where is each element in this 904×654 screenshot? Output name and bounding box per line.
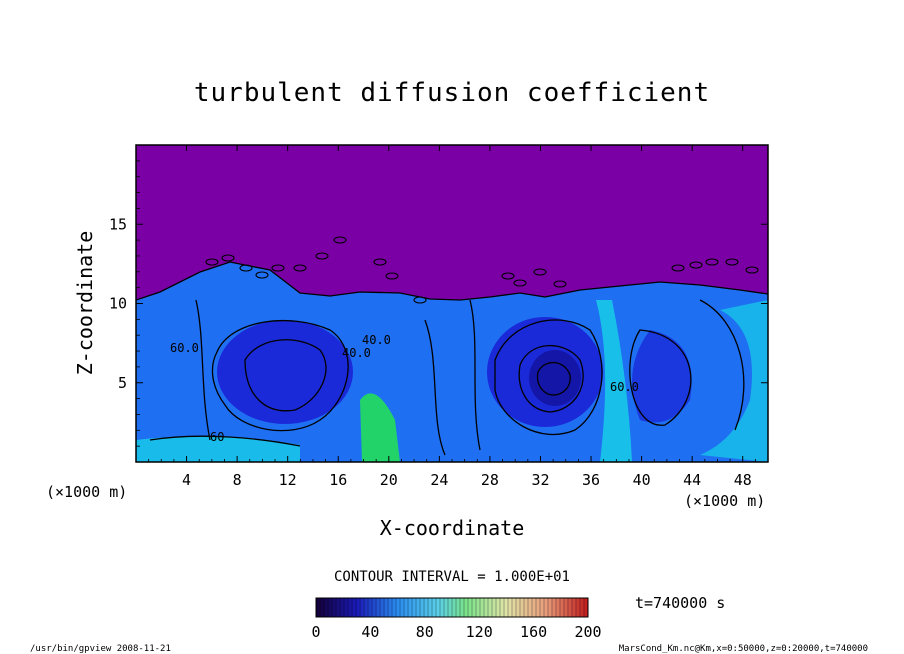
contour-line (536, 361, 571, 396)
region-green-plume (360, 393, 400, 462)
contour-line (699, 299, 745, 431)
x-tick-label: 48 (734, 471, 752, 489)
colorbar-tick-label: 40 (361, 623, 379, 641)
contour-line (211, 319, 349, 432)
x-tick-label: 16 (329, 471, 347, 489)
contour-blob (271, 264, 285, 272)
region-cyan-column (596, 300, 632, 462)
contour-blob (501, 272, 515, 280)
x-tick-label: 44 (683, 471, 701, 489)
x-axis-label: X-coordinate (380, 516, 525, 540)
colorbar-tick-label: 0 (311, 623, 320, 641)
contour-line (494, 319, 603, 436)
footer-right: MarsCond_Km.nc@Km,x=0:50000,z=0:20000,t=… (619, 644, 868, 654)
x-tick-label: 12 (279, 471, 297, 489)
x-tick-label: 24 (430, 471, 448, 489)
colorbar-tick-label: 120 (466, 623, 493, 641)
footer-left: /usr/bin/gpview 2008-11-21 (30, 644, 171, 654)
region-right-edge (700, 300, 768, 462)
contour-blob (413, 296, 427, 304)
contour-blob (255, 271, 269, 279)
x-tick-label: 32 (531, 471, 549, 489)
contour-line (518, 344, 584, 413)
contour-blob (293, 264, 307, 272)
contour-blob (239, 264, 253, 272)
region-deep-right (632, 330, 692, 423)
contour-blob (725, 258, 739, 266)
colorbar: 0 40 80 120 160 200 (311, 597, 602, 641)
x-unit-left: (×1000 m) (46, 483, 127, 501)
contour-label: 60.0 (170, 341, 199, 355)
contour-blob (671, 264, 685, 272)
contour-label: 40.0 (362, 333, 391, 347)
contour-line (195, 299, 211, 441)
x-tick-label: 28 (481, 471, 499, 489)
contour-line (149, 435, 301, 447)
contour-blob (315, 252, 329, 260)
x-unit-right: (×1000 m) (684, 492, 765, 510)
contour-line (469, 299, 481, 451)
contour-blob (385, 272, 399, 280)
contour-line (629, 329, 692, 426)
contour-label: 60.0 (610, 380, 639, 394)
x-tick-label: 4 (182, 471, 191, 489)
colorbar-tick-label: 200 (574, 623, 601, 641)
contour-blob (373, 258, 387, 266)
contour-line (136, 261, 768, 301)
contour-blob (221, 254, 235, 262)
x-tick-label: 8 (233, 471, 242, 489)
region-vortex-left (217, 320, 353, 424)
contour-interval-text: CONTOUR INTERVAL = 1.000E+01 (334, 569, 570, 585)
x-tick-label: 36 (582, 471, 600, 489)
contour-blob (553, 280, 567, 288)
x-tick-label: 20 (380, 471, 398, 489)
contour-blob (705, 258, 719, 266)
heatmap-field (136, 145, 768, 462)
contour-blob (533, 268, 547, 276)
colorbar-tick-label: 160 (520, 623, 547, 641)
chart-title: turbulent diffusion coefficient (194, 78, 710, 108)
y-tick-label: 10 (109, 295, 127, 313)
contour-blob (333, 236, 347, 244)
contour-blob (689, 261, 703, 269)
colorbar-tick-label: 80 (416, 623, 434, 641)
time-label: t=740000 s (635, 594, 725, 612)
contour-blob (513, 279, 527, 287)
y-tick-label: 15 (109, 215, 127, 233)
contour-label: 60 (210, 430, 224, 444)
contour-blob (745, 266, 759, 274)
contour-label: 40.0 (342, 346, 371, 360)
region-bottom-left (136, 436, 300, 462)
contour-line (244, 339, 327, 412)
contour-line (424, 319, 446, 456)
y-axis-label: Z-coordinate (73, 231, 97, 376)
y-tick-label: 5 (118, 374, 127, 392)
x-tick-label: 40 (633, 471, 651, 489)
contour-blob (205, 258, 219, 266)
region-vortex-core (529, 350, 581, 406)
